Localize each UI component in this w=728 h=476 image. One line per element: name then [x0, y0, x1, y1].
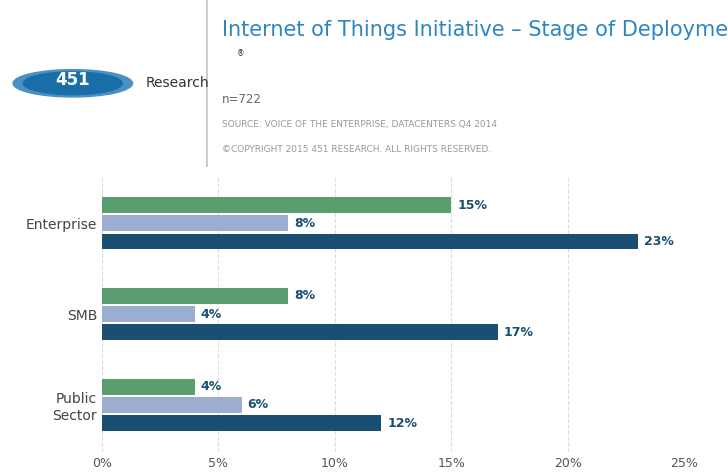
Text: Internet of Things Initiative – Stage of Deployment: Internet of Things Initiative – Stage of… — [222, 20, 728, 40]
Text: 12%: 12% — [387, 416, 417, 430]
Text: 23%: 23% — [644, 235, 673, 248]
Bar — [102, 197, 451, 213]
Text: ®: ® — [237, 49, 244, 58]
Text: ©COPYRIGHT 2015 451 RESEARCH. ALL RIGHTS RESERVED.: ©COPYRIGHT 2015 451 RESEARCH. ALL RIGHTS… — [222, 145, 491, 154]
Text: 6%: 6% — [248, 398, 269, 411]
Bar — [102, 324, 498, 340]
Circle shape — [13, 69, 132, 97]
Text: 15%: 15% — [457, 198, 487, 212]
Circle shape — [23, 72, 122, 95]
Bar — [102, 397, 242, 413]
Text: Research: Research — [146, 76, 209, 90]
Text: 451: 451 — [55, 71, 90, 89]
Bar — [102, 379, 195, 395]
Bar — [102, 215, 288, 231]
Text: 17%: 17% — [504, 326, 534, 339]
Bar — [102, 415, 381, 431]
Bar — [102, 306, 195, 322]
Text: SOURCE: VOICE OF THE ENTERPRISE, DATACENTERS Q4 2014: SOURCE: VOICE OF THE ENTERPRISE, DATACEN… — [222, 120, 497, 129]
Text: 8%: 8% — [294, 217, 315, 230]
Text: 8%: 8% — [294, 289, 315, 302]
Text: 4%: 4% — [201, 307, 222, 321]
Bar — [102, 288, 288, 304]
Bar — [102, 234, 638, 249]
Text: 4%: 4% — [201, 380, 222, 393]
Text: n=722: n=722 — [222, 93, 262, 106]
